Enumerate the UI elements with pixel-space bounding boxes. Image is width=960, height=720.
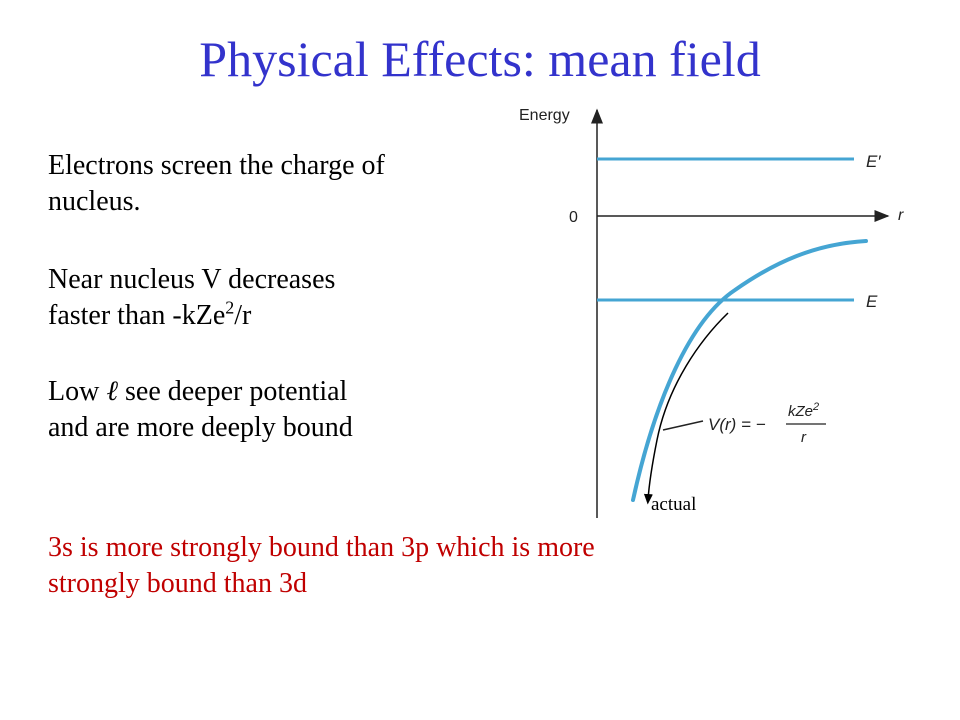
ell-symbol: ℓ	[106, 376, 118, 407]
formula-lhs-text: V(r) = −	[708, 415, 766, 434]
actual-label: actual	[651, 494, 696, 515]
page-title: Physical Effects: mean field	[199, 31, 761, 87]
actual-potential-curve	[643, 312, 729, 505]
low-l-text-end: see deeper potential	[118, 376, 348, 407]
e-prime-label: E′	[866, 152, 881, 171]
formula-numerator-text: kZe	[788, 403, 813, 420]
zero-label: 0	[569, 209, 578, 226]
r-axis-label: r	[898, 207, 904, 224]
coulomb-potential-curve	[631, 239, 868, 502]
formula-lhs: V(r) = −	[708, 415, 766, 434]
potential-line-2: faster than -kZe2/r	[48, 298, 335, 334]
conclusion-line-1: 3s is more strongly bound than 3p which …	[48, 532, 595, 563]
e-level-label: E	[866, 292, 878, 311]
potential-exponent: 2	[225, 297, 235, 318]
formula-pointer-line	[662, 420, 704, 431]
screening-line-2: nucleus.	[48, 186, 141, 217]
conclusion-line-2: strongly bound than 3d	[48, 568, 307, 599]
potential-paragraph: Near nucleus V decreases faster than -kZ…	[48, 262, 335, 334]
formula-denominator: r	[801, 429, 807, 446]
potential-line-2-end: /r	[234, 300, 252, 331]
screening-line-1: Electrons screen the charge of	[48, 150, 385, 181]
conclusion-paragraph: 3s is more strongly bound than 3p which …	[48, 530, 908, 602]
potential-line-1: Near nucleus V decreases	[48, 264, 336, 295]
low-l-paragraph: Low ℓ see deeper potential and are more …	[48, 374, 353, 446]
low-l-line-2: and are more deeply bound	[48, 412, 353, 443]
low-l-text-start: Low	[48, 376, 107, 407]
formula-numerator: kZe2	[788, 401, 819, 420]
low-l-line-1: Low ℓ see deeper potential	[48, 374, 353, 410]
energy-axis-label: Energy	[519, 107, 570, 124]
potential-line-2-text: faster than -kZe	[48, 300, 226, 331]
formula-exponent: 2	[812, 401, 819, 413]
screening-paragraph: Electrons screen the charge of nucleus.	[48, 148, 385, 220]
